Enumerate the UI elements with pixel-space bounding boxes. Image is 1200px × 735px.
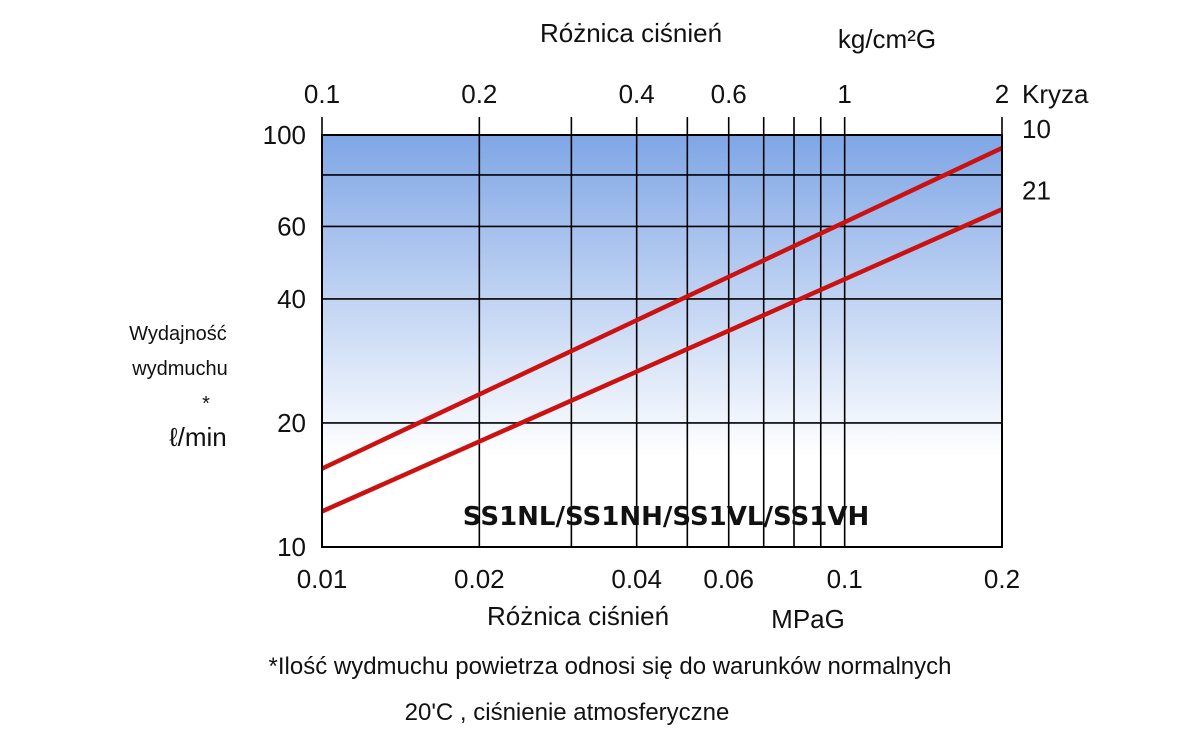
top-axis-tick-label: 1 [837, 79, 851, 109]
bottom-axis-tick-label: 0.04 [611, 564, 662, 594]
y-axis-tick-label: 60 [277, 211, 306, 241]
y-axis-label-line-2: wydmuchu [131, 358, 228, 380]
bottom-axis-unit: MPaG [771, 604, 845, 634]
bottom-axis-tick-label: 0.2 [984, 564, 1020, 594]
footnote-line-1: *Ilość wydmuchu powietrza odnosi się do … [269, 653, 952, 680]
product-annotation: SS1NL/SS1NH/SS1VL/SS1VH [463, 502, 869, 532]
grid [321, 117, 1003, 547]
series-line-10 [321, 145, 1003, 471]
top-axis-tick-label: 2 [995, 79, 1009, 109]
series-lines [321, 145, 1003, 514]
bottom-axis-tick-label: 0.1 [827, 564, 863, 594]
series-group-label: Kryza [1022, 79, 1089, 109]
top-axis-tick-label: 0.4 [619, 79, 655, 109]
top-axis-unit: kg/cm²G [838, 24, 936, 54]
y-axis-tick-label: 20 [277, 408, 306, 438]
y-axis-label-unit: ℓ/min [169, 422, 227, 452]
top-axis-title: Różnica ciśnień [540, 18, 722, 48]
plot-frame [321, 134, 1003, 548]
y-axis-tick-label: 100 [263, 120, 306, 150]
tick-labels: 0.01 0.02 0.04 0.06 0.1 0.2 0.1 0.2 0.4 0.6 1 2 100 6… [263, 79, 1051, 594]
y-axis-label-line-1: Wydajność [129, 323, 227, 345]
top-axis-tick-label: 0.1 [304, 79, 340, 109]
bottom-axis-tick-label: 0.02 [454, 564, 505, 594]
y-axis-label-asterisk: * [202, 393, 210, 415]
y-axis-tick-label: 10 [277, 532, 306, 562]
top-axis-tick-label: 0.2 [461, 79, 497, 109]
top-axis-tick-label: 0.6 [711, 79, 747, 109]
footnote-line-2: 20'C , ciśnienie atmosferyczne [405, 699, 730, 726]
bottom-axis-tick-label: 0.01 [297, 564, 348, 594]
y-axis-tick-label: 40 [277, 284, 306, 314]
bottom-axis-tick-label: 0.06 [703, 564, 754, 594]
series-label-21: 21 [1022, 175, 1051, 205]
bottom-axis-title: Różnica ciśnień [487, 601, 669, 631]
series-label-10: 10 [1022, 114, 1051, 144]
series-line-21 [321, 207, 1003, 514]
